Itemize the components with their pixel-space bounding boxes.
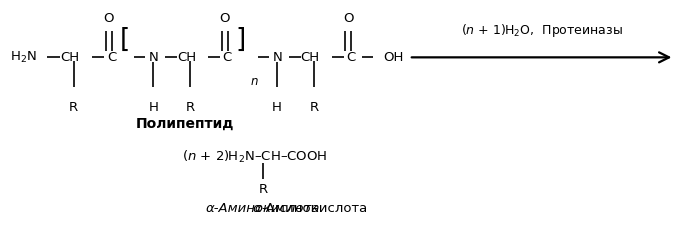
- Text: O: O: [104, 12, 114, 25]
- Text: C: C: [222, 51, 232, 64]
- Text: R: R: [258, 183, 268, 196]
- Text: [: [: [119, 27, 130, 53]
- Text: Полипептид: Полипептид: [136, 117, 235, 131]
- Text: ($n$ + 2)H$_2$N–CH–COOH: ($n$ + 2)H$_2$N–CH–COOH: [183, 149, 328, 165]
- Text: ]: ]: [235, 27, 246, 53]
- Text: O: O: [220, 12, 230, 25]
- Text: α-Аминокислота: α-Аминокислота: [206, 202, 321, 215]
- Text: H: H: [272, 101, 282, 114]
- Text: R: R: [69, 101, 78, 114]
- Text: R: R: [186, 101, 195, 114]
- Text: ($n$ + 1)H$_2$O,  Протеиназы: ($n$ + 1)H$_2$O, Протеиназы: [460, 22, 623, 39]
- Text: R: R: [310, 101, 318, 114]
- Text: OH: OH: [383, 51, 403, 64]
- Text: N: N: [272, 51, 282, 64]
- Text: O: O: [343, 12, 354, 25]
- Text: C: C: [107, 51, 116, 64]
- Text: CH: CH: [177, 51, 196, 64]
- Text: H$_2$N: H$_2$N: [10, 50, 37, 65]
- Text: α: α: [252, 202, 261, 215]
- Text: CH: CH: [60, 51, 79, 64]
- Text: C: C: [346, 51, 355, 64]
- Text: n: n: [250, 75, 258, 88]
- Text: -Аминокислота: -Аминокислота: [261, 202, 368, 215]
- Text: N: N: [149, 51, 158, 64]
- Text: CH: CH: [301, 51, 320, 64]
- Text: H: H: [149, 101, 158, 114]
